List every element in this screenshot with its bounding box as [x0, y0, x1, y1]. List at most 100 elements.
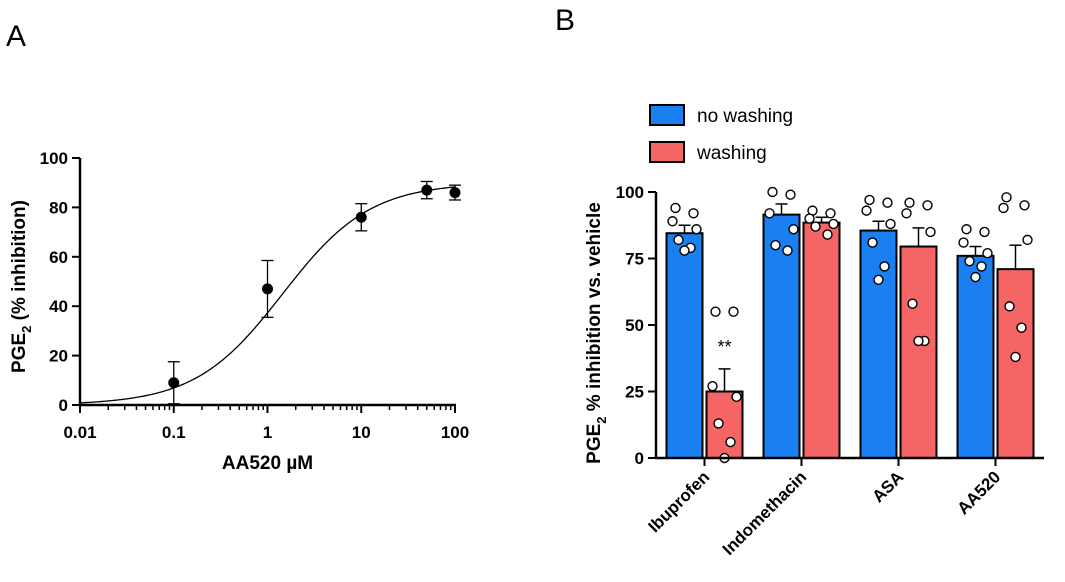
data-point — [421, 184, 433, 196]
bar-washing — [996, 268, 1035, 460]
bar-no-washing — [956, 254, 995, 459]
dose-response-chart: 0 20 40 60 80 100 0.01 0.1 1 10 100 AA520 µM PGE2 (%… — [9, 149, 469, 474]
individual-point — [804, 213, 815, 224]
individual-point — [788, 224, 799, 235]
individual-point — [1001, 192, 1012, 203]
individual-point — [825, 208, 836, 219]
individual-point — [731, 391, 742, 403]
individual-point — [907, 298, 918, 309]
individual-point — [873, 274, 884, 285]
individual-point — [1019, 200, 1030, 211]
x-tick-label: 10 — [352, 423, 371, 442]
individual-point — [828, 218, 839, 230]
individual-point — [913, 335, 924, 347]
individual-point — [670, 202, 681, 214]
legend-label: no washing — [697, 106, 793, 127]
individual-point — [925, 226, 936, 238]
individual-point — [679, 245, 690, 256]
individual-point — [970, 271, 981, 283]
individual-point — [1022, 234, 1033, 246]
individual-point — [1010, 351, 1021, 363]
individual-point — [885, 218, 896, 230]
individual-point — [710, 306, 721, 317]
x-tick-label: 1 — [263, 423, 272, 442]
individual-point — [767, 186, 778, 198]
individual-point — [904, 197, 915, 208]
individual-point — [998, 202, 1009, 214]
bar-no-washing — [859, 229, 898, 459]
y-tick-label: 75 — [625, 250, 644, 269]
bar-no-washing — [665, 232, 704, 459]
x-tick-label: ASA — [869, 467, 908, 506]
y-axis-title: PGE2 % inhibition vs. vehicle — [584, 202, 609, 464]
legend-label: washing — [696, 143, 767, 164]
y-tick-label: 60 — [49, 248, 68, 267]
significance-annotation: ** — [717, 337, 731, 357]
individual-point — [770, 239, 781, 251]
individual-point — [785, 189, 796, 200]
individual-point — [707, 380, 718, 392]
legend-swatch — [649, 104, 685, 126]
panel-label-a: A — [6, 20, 26, 53]
bar-washing — [802, 221, 841, 459]
individual-point — [922, 200, 933, 211]
individual-point — [667, 216, 678, 227]
individual-point — [976, 261, 987, 272]
individual-point — [964, 255, 975, 267]
individual-point — [782, 245, 793, 256]
data-point — [449, 187, 461, 199]
individual-point — [713, 418, 724, 429]
y-axis-title-subscript: 2 — [594, 416, 609, 423]
bar-chart: ** 0 25 50 75 100 Ibuprofen Indomethacin ASA AA52… — [584, 104, 1044, 559]
individual-point — [1004, 301, 1015, 312]
individual-point — [901, 208, 912, 219]
individual-point — [879, 261, 890, 272]
y-tick-label: 40 — [49, 297, 68, 316]
individual-point — [1016, 322, 1027, 333]
individual-point — [982, 247, 993, 259]
x-tick-label: AA520 — [953, 467, 1004, 518]
legend-swatch — [649, 141, 685, 163]
individual-point — [725, 436, 736, 448]
bar-no-washing — [762, 213, 801, 459]
y-tick-label: 80 — [49, 198, 68, 217]
individual-point — [688, 208, 699, 219]
bar-washing — [705, 390, 744, 459]
individual-point — [958, 237, 969, 248]
x-tick-label: Indomethacin — [719, 467, 811, 559]
y-tick-label: 0 — [635, 449, 644, 468]
individual-point — [673, 234, 684, 246]
data-point — [262, 283, 273, 295]
y-tick-label: 100 — [40, 149, 68, 168]
y-axis-title-part: (% inhibition) — [9, 200, 30, 326]
data-point — [168, 377, 180, 389]
individual-point — [764, 208, 775, 219]
individual-point — [961, 224, 972, 235]
individual-point — [979, 226, 990, 238]
individual-point — [864, 194, 875, 206]
x-axis-title: AA520 µM — [222, 453, 313, 474]
y-tick-label: 100 — [616, 183, 644, 202]
y-axis-title-part: PGE — [584, 424, 605, 464]
y-axis-title-part: PGE — [9, 333, 30, 373]
data-point — [355, 211, 367, 223]
y-axis-title: PGE2 (% inhibition) — [9, 200, 34, 373]
panel-label-b: B — [555, 4, 575, 37]
x-tick-label: 0.1 — [162, 423, 186, 442]
individual-point — [810, 221, 821, 232]
x-tick-label: 100 — [441, 423, 469, 442]
individual-point — [728, 306, 739, 317]
y-tick-label: 25 — [625, 383, 644, 402]
individual-point — [867, 237, 878, 248]
y-tick-label: 20 — [49, 347, 68, 366]
y-axis-title-subscript: 2 — [19, 326, 34, 333]
individual-point — [822, 229, 833, 240]
individual-point — [882, 197, 893, 208]
individual-point — [861, 205, 872, 216]
x-tick-label: 0.01 — [63, 423, 96, 442]
y-axis-title-part: % inhibition vs. vehicle — [584, 202, 605, 416]
individual-point — [691, 224, 702, 235]
y-tick-label: 0 — [59, 396, 68, 415]
x-tick-label: Ibuprofen — [644, 467, 713, 536]
